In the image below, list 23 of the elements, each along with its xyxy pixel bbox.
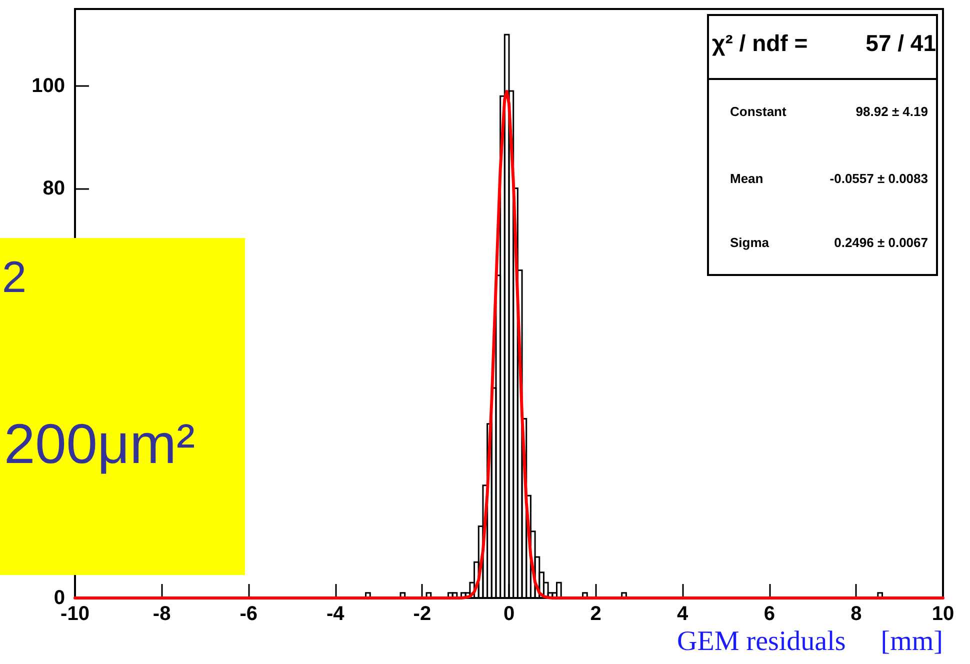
annotation: 0.2496 ± 0.0067: [834, 235, 928, 250]
x-tick-label: 8: [850, 603, 862, 625]
x-tick-label: 2: [590, 603, 602, 625]
y-tick-label: 80: [42, 177, 65, 200]
text: 2: [2, 253, 26, 302]
x-tick-label: -6: [240, 603, 258, 625]
x-tick-label: -4: [326, 603, 346, 625]
y-tick-label: 100: [32, 74, 65, 97]
x-tick-label: 0: [503, 603, 515, 625]
x-tick-label: 4: [677, 603, 690, 625]
annotation: 57 / 41: [866, 30, 936, 57]
annotation: -0.0557 ± 0.0083: [830, 171, 928, 186]
x-axis-title: GEM residuals [mm]: [677, 626, 943, 658]
annotation: χ² / ndf =: [712, 30, 808, 57]
x-tick-label: -2: [413, 603, 432, 625]
x-tick-label: -8: [152, 603, 171, 625]
annotation: Mean: [730, 171, 764, 186]
annotation: 200μm²: [4, 412, 195, 476]
x-tick-label: 6: [764, 603, 775, 625]
annotation: Sigma: [730, 235, 770, 250]
annotation: Constant: [730, 104, 786, 119]
annotation: 98.92 ± 4.19: [856, 104, 928, 119]
x-tick-label: 10: [932, 603, 954, 625]
